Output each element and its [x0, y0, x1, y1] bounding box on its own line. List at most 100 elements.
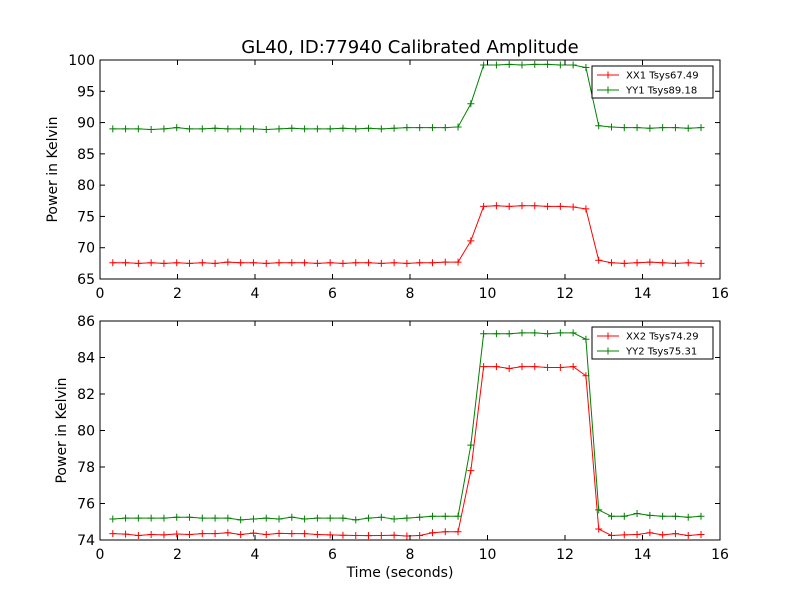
data-point: [109, 515, 117, 523]
data-point: [109, 259, 117, 267]
data-point: [620, 531, 628, 539]
y-tick-label: 86: [77, 314, 95, 330]
data-point: [224, 125, 232, 133]
y-tick-label: 78: [77, 460, 95, 476]
x-tick-label: 0: [96, 286, 105, 302]
data-point: [531, 363, 539, 371]
data-point: [198, 530, 206, 538]
y-tick-label: 85: [77, 147, 95, 163]
data-point: [301, 125, 309, 133]
data-point: [390, 515, 398, 523]
x-tick-label: 12: [556, 547, 574, 563]
data-point: [377, 125, 385, 133]
data-point: [697, 124, 705, 132]
data-point: [531, 329, 539, 337]
data-point: [531, 60, 539, 68]
data-point: [684, 513, 692, 521]
data-point: [595, 525, 603, 533]
data-point: [518, 363, 526, 371]
data-point: [467, 441, 475, 449]
data-point: [492, 61, 500, 69]
y-tick-label: 95: [77, 84, 95, 100]
data-point: [544, 330, 552, 338]
data-point: [186, 259, 194, 267]
data-point: [531, 202, 539, 210]
data-point: [633, 510, 641, 518]
data-point: [582, 64, 590, 72]
data-point: [595, 122, 603, 130]
data-point: [582, 335, 590, 343]
data-point: [339, 531, 347, 539]
data-point: [377, 531, 385, 539]
data-point: [224, 514, 232, 522]
data-point: [147, 259, 155, 267]
data-point: [505, 202, 513, 210]
data-point: [480, 202, 488, 210]
y-tick-label: 82: [77, 387, 95, 403]
data-point: [467, 467, 475, 475]
data-point: [352, 516, 360, 524]
y-tick-label: 90: [77, 116, 95, 132]
data-point: [467, 100, 475, 108]
data-point: [403, 259, 411, 267]
data-point: [339, 124, 347, 132]
data-point: [659, 531, 667, 539]
data-point: [480, 330, 488, 338]
data-point: [326, 514, 334, 522]
legend-label: XX2 Tsys74.29: [626, 332, 699, 343]
x-tick-label: 6: [328, 547, 337, 563]
data-point: [582, 205, 590, 213]
data-point: [160, 531, 168, 539]
data-point: [403, 514, 411, 522]
data-point: [608, 531, 615, 539]
data-point: [505, 60, 513, 68]
series-2: [109, 329, 705, 524]
data-point: [122, 514, 130, 522]
data-point: [505, 364, 513, 372]
data-point: [352, 259, 360, 267]
data-point: [160, 514, 168, 522]
x-tick-label: 14: [634, 286, 652, 302]
data-point: [288, 513, 296, 521]
y-tick-label: 65: [77, 272, 95, 288]
data-point: [569, 203, 577, 211]
data-point: [109, 125, 117, 133]
x-tick-label: 2: [173, 547, 182, 563]
data-point: [377, 259, 385, 267]
data-point: [262, 531, 270, 539]
data-point: [313, 125, 321, 133]
data-point: [326, 531, 334, 539]
data-point: [428, 529, 436, 537]
data-point: [671, 124, 679, 132]
data-point: [173, 530, 181, 538]
legend: XX1 Tsys67.49 YY1 Tsys89.18: [591, 65, 714, 99]
x-tick-label: 4: [251, 286, 260, 302]
data-point: [441, 258, 449, 266]
data-point: [518, 202, 526, 210]
data-point: [620, 124, 628, 132]
data-point: [659, 512, 667, 520]
data-point: [633, 259, 641, 267]
data-point: [428, 512, 436, 520]
x-tick-label: 8: [406, 547, 415, 563]
legend-box: [591, 326, 714, 360]
data-point: [441, 528, 449, 536]
data-point: [416, 531, 424, 539]
data-point: [492, 330, 500, 338]
data-point: [160, 259, 168, 267]
data-point: [390, 259, 398, 267]
data-point: [416, 259, 424, 267]
legend: XX2 Tsys74.29 YY2 Tsys75.31: [591, 326, 714, 360]
series-2: [109, 60, 705, 133]
data-point: [122, 530, 130, 538]
x-tick-label: 10: [479, 286, 497, 302]
data-point: [134, 531, 142, 539]
data-point: [147, 531, 155, 539]
data-point: [454, 512, 462, 520]
data-point: [122, 259, 130, 267]
x-tick-label: 4: [251, 547, 260, 563]
data-point: [633, 124, 641, 132]
data-point: [134, 125, 142, 133]
legend-label: XX1 Tsys67.49: [626, 71, 699, 82]
